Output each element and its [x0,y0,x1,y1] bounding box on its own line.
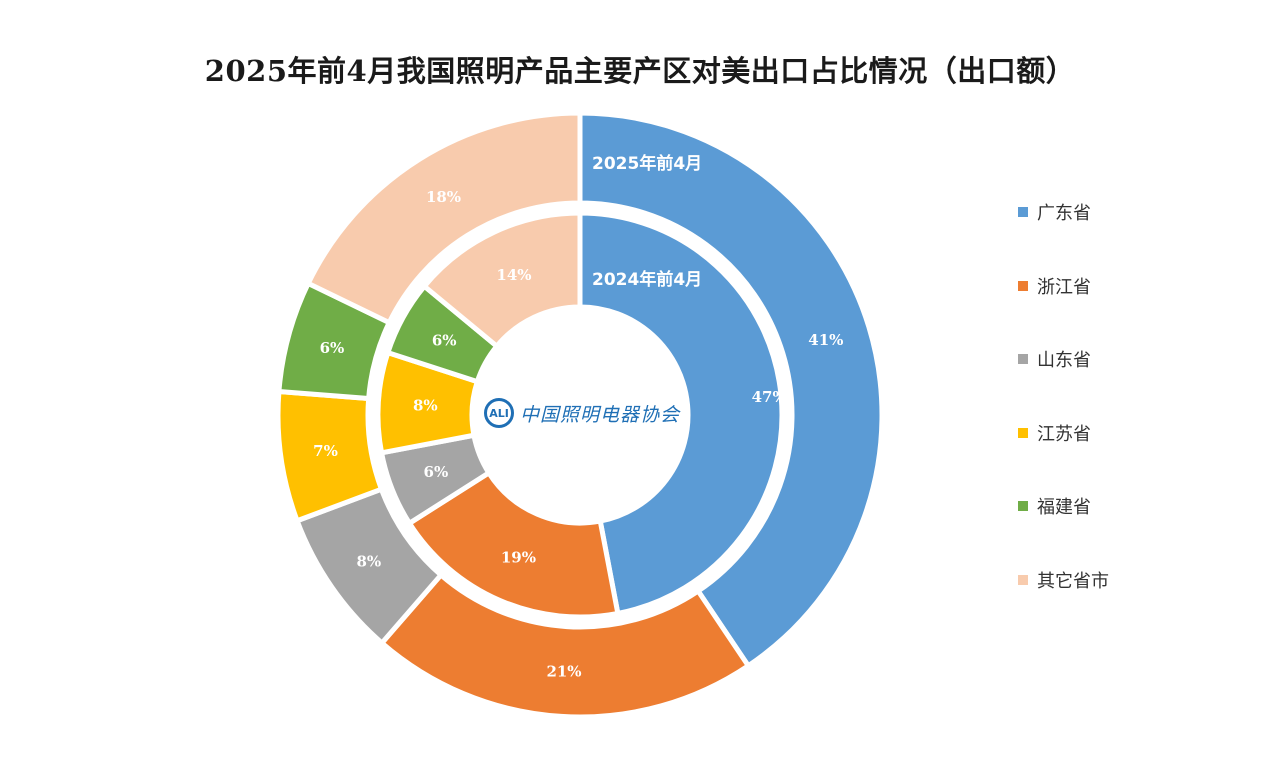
logo-mark: ALI [484,398,514,428]
legend-item: 浙江省 [1018,274,1109,298]
legend-label: 江苏省 [1037,423,1091,445]
legend-swatch [1018,207,1028,217]
inner-slice-label-4: 6% [432,331,457,349]
outer-slice-label-1: 21% [546,663,581,681]
inner-slice-label-2: 6% [424,463,449,481]
outer-slice-5 [305,110,583,326]
legend-label: 福建省 [1037,497,1091,518]
legend: 广东省浙江省山东省江苏省福建省其它省市 [1018,200,1109,641]
donut-labels: 41% 21% 8% 7% 6% 18% 47% 19% 6% 8% 6% 14% [313,188,843,680]
outer-slice-label-4: 6% [320,339,345,357]
legend-label: 山东省 [1037,350,1091,371]
inner-slice-0 [577,210,785,616]
legend-item: 福建省 [1018,494,1109,518]
inner-slice-label-3: 8% [413,396,438,414]
legend-item: 江苏省 [1018,421,1109,445]
legend-item: 其它省市 [1018,568,1109,592]
inner-slice-label-0: 47% [752,388,787,406]
inner-slice-label-5: 14% [496,266,531,284]
legend-label: 广东省 [1037,203,1091,224]
outer-slice-0 [577,110,885,669]
outer-ring-label: 2025年前4月 [592,153,702,174]
donut-slices [275,110,885,720]
chart-title: 2025年前4月我国照明产品主要产区对美出口占比情况（出口额） [204,54,1076,88]
legend-swatch [1018,354,1028,364]
outer-slice-label-0: 41% [808,331,843,349]
inner-slice-label-1: 19% [501,548,536,566]
inner-ring-label: 2024年前4月 [592,269,702,290]
outer-slice-label-2: 8% [356,552,381,570]
legend-swatch [1018,501,1028,511]
legend-item: 山东省 [1018,347,1109,371]
legend-swatch [1018,574,1028,585]
outer-slice-label-3: 7% [313,442,338,460]
association-logo: ALI 中国照明电器协会 [484,398,680,428]
outer-slice-label-5: 18% [426,188,461,206]
outer-slice-1 [379,572,751,720]
legend-swatch [1018,280,1028,291]
legend-label: 浙江省 [1037,276,1091,298]
legend-swatch [1018,427,1028,438]
legend-item: 广东省 [1018,200,1109,224]
inner-slice-1 [406,470,621,620]
inner-slice-5 [421,210,583,349]
legend-label: 其它省市 [1037,570,1109,592]
logo-text: 中国照明电器协会 [520,403,681,426]
